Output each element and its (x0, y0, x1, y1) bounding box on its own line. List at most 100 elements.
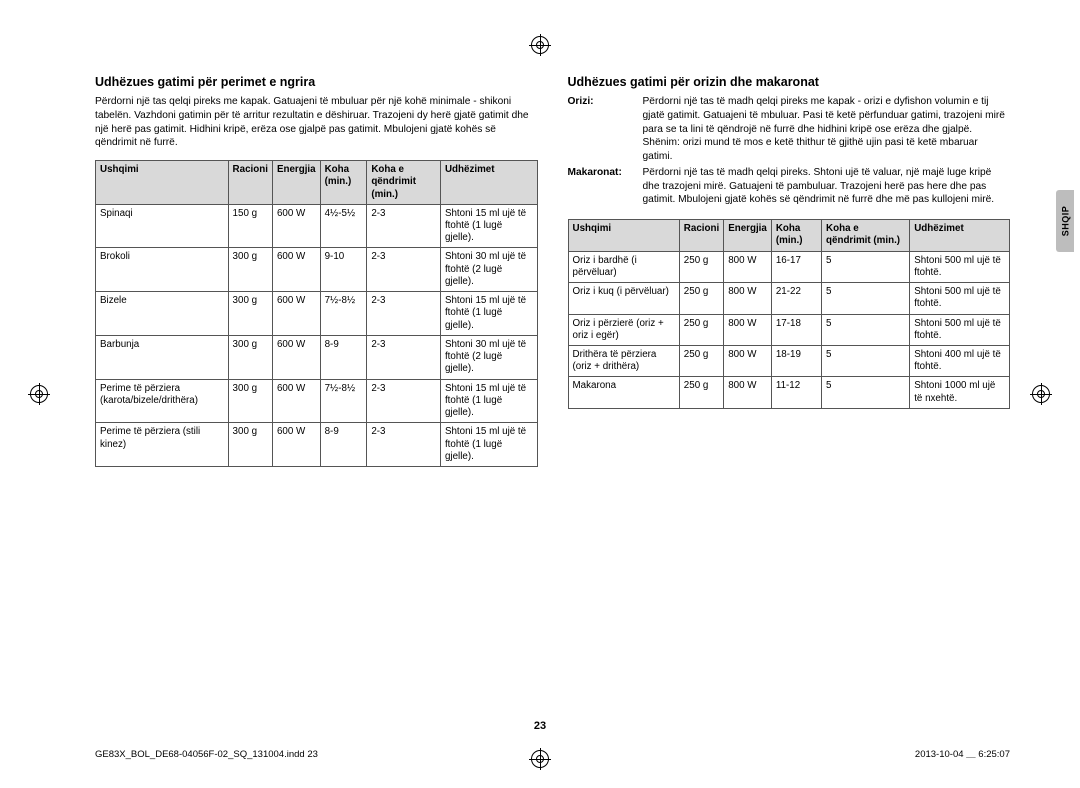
table-row: Barbunja300 g600 W8-92-3Shtoni 30 ml ujë… (96, 335, 538, 379)
table-header: Ushqimi (96, 161, 229, 205)
table-cell: Makarona (568, 377, 679, 408)
table-cell: 5 (822, 314, 910, 345)
table-cell: 300 g (228, 248, 272, 292)
table-row: Oriz i bardhë (i përvëluar)250 g800 W16-… (568, 251, 1010, 282)
table-cell: Oriz i kuq (i përvëluar) (568, 283, 679, 314)
table-header: Udhëzimet (910, 220, 1010, 251)
table-cell: 2-3 (367, 292, 441, 336)
table-cell: 250 g (679, 346, 723, 377)
right-title: Udhëzues gatimi për orizin dhe makaronat (568, 75, 1011, 89)
table-row: Drithëra të përziera (oriz + drithëra)25… (568, 346, 1010, 377)
table-cell: 800 W (724, 283, 772, 314)
table-cell: 600 W (272, 379, 320, 423)
table-cell: 300 g (228, 379, 272, 423)
table-row: Makarona250 g800 W11-125Shtoni 1000 ml u… (568, 377, 1010, 408)
definition-body: Përdorni një tas të madh qelqi pireks me… (643, 95, 1011, 164)
table-cell: Shtoni 15 ml ujë të ftohtë (1 lugë gjell… (440, 292, 537, 336)
table-cell: 5 (822, 346, 910, 377)
table-header: Udhëzimet (440, 161, 537, 205)
table-header: Energjia (272, 161, 320, 205)
table-cell: 250 g (679, 251, 723, 282)
table-cell: 7½-8½ (320, 292, 367, 336)
language-tab-label: SHQIP (1060, 206, 1070, 237)
language-tab: SHQIP (1056, 190, 1074, 252)
table-cell: 800 W (724, 251, 772, 282)
table-cell: Brokoli (96, 248, 229, 292)
left-title: Udhëzues gatimi për perimet e ngrira (95, 75, 538, 89)
table-cell: Shtoni 500 ml ujë të ftohtë. (910, 251, 1010, 282)
table-cell: 2-3 (367, 379, 441, 423)
definition-body: Përdorni një tas të madh qelqi pireks. S… (643, 166, 1011, 207)
table-row: Perime të përziera (karota/bizele/drithë… (96, 379, 538, 423)
table-cell: 300 g (228, 423, 272, 467)
table-cell: Oriz i bardhë (i përvëluar) (568, 251, 679, 282)
table-cell: 7½-8½ (320, 379, 367, 423)
definitions: Orizi:Përdorni një tas të madh qelqi pir… (568, 95, 1011, 207)
registration-mark-left (30, 385, 48, 403)
table-row: Brokoli300 g600 W9-102-3Shtoni 30 ml ujë… (96, 248, 538, 292)
table-cell: 5 (822, 377, 910, 408)
table-row: Spinaqi150 g600 W4½-5½2-3Shtoni 15 ml uj… (96, 204, 538, 248)
table-row: Oriz i përzierë (oriz + oriz i egër)250 … (568, 314, 1010, 345)
table-cell: 2-3 (367, 204, 441, 248)
table-cell: Perime të përziera (stili kinez) (96, 423, 229, 467)
table-cell: Shtoni 15 ml ujë të ftohtë (1 lugë gjell… (440, 204, 537, 248)
footer-left: GE83X_BOL_DE68-04056F-02_SQ_131004.indd … (95, 749, 318, 760)
table-row: Bizele300 g600 W7½-8½2-3Shtoni 15 ml ujë… (96, 292, 538, 336)
table-cell: Shtoni 1000 ml ujë të nxehtë. (910, 377, 1010, 408)
table-cell: 800 W (724, 314, 772, 345)
table-cell: 5 (822, 251, 910, 282)
table-cell: Drithëra të përziera (oriz + drithëra) (568, 346, 679, 377)
table-cell: 2-3 (367, 248, 441, 292)
table-cell: 8-9 (320, 335, 367, 379)
table-cell: 16-17 (771, 251, 821, 282)
registration-mark-bottom (531, 750, 549, 768)
table-cell: 600 W (272, 423, 320, 467)
table-cell: Shtoni 400 ml ujë të ftohtë. (910, 346, 1010, 377)
table-cell: 250 g (679, 377, 723, 408)
table-header: Racioni (228, 161, 272, 205)
definition-row: Orizi:Përdorni një tas të madh qelqi pir… (568, 95, 1011, 164)
table-cell: 300 g (228, 335, 272, 379)
table-header: Racioni (679, 220, 723, 251)
table-cell: 300 g (228, 292, 272, 336)
table-cell: 150 g (228, 204, 272, 248)
page-number: 23 (534, 720, 546, 732)
table-cell: Shtoni 30 ml ujë të ftohtë (2 lugë gjell… (440, 248, 537, 292)
table-header: Koha e qëndrimit (min.) (367, 161, 441, 205)
table-cell: 17-18 (771, 314, 821, 345)
table-cell: Shtoni 15 ml ujë të ftohtë (1 lugë gjell… (440, 379, 537, 423)
table-cell: 18-19 (771, 346, 821, 377)
table-cell: 600 W (272, 204, 320, 248)
rice-pasta-table: UshqimiRacioniEnergjiaKoha (min.)Koha e … (568, 219, 1011, 409)
table-cell: Barbunja (96, 335, 229, 379)
definition-term: Orizi: (568, 95, 643, 164)
table-cell: 8-9 (320, 423, 367, 467)
table-cell: 250 g (679, 283, 723, 314)
left-column: Udhëzues gatimi për perimet e ngrira Për… (95, 75, 538, 467)
table-cell: 21-22 (771, 283, 821, 314)
table-header: Koha e qëndrimit (min.) (822, 220, 910, 251)
table-cell: 11-12 (771, 377, 821, 408)
table-cell: 600 W (272, 335, 320, 379)
table-cell: Bizele (96, 292, 229, 336)
table-cell: Shtoni 30 ml ujë të ftohtë (2 lugë gjell… (440, 335, 537, 379)
registration-mark-top (531, 36, 549, 54)
table-cell: Shtoni 500 ml ujë të ftohtë. (910, 283, 1010, 314)
table-cell: Perime të përziera (karota/bizele/drithë… (96, 379, 229, 423)
footer-right: 2013-10-04 ＿ 6:25:07 (915, 746, 1010, 760)
table-header: Koha (min.) (771, 220, 821, 251)
table-row: Perime të përziera (stili kinez)300 g600… (96, 423, 538, 467)
table-cell: Shtoni 15 ml ujë të ftohtë (1 lugë gjell… (440, 423, 537, 467)
definition-row: Makaronat:Përdorni një tas të madh qelqi… (568, 166, 1011, 207)
left-intro: Përdorni një tas qelqi pireks me kapak. … (95, 95, 538, 150)
table-cell: 800 W (724, 377, 772, 408)
table-cell: 600 W (272, 248, 320, 292)
table-cell: 4½-5½ (320, 204, 367, 248)
table-cell: 2-3 (367, 335, 441, 379)
table-header: Energjia (724, 220, 772, 251)
table-cell: 600 W (272, 292, 320, 336)
table-cell: Spinaqi (96, 204, 229, 248)
table-cell: 9-10 (320, 248, 367, 292)
right-column: Udhëzues gatimi për orizin dhe makaronat… (568, 75, 1011, 467)
